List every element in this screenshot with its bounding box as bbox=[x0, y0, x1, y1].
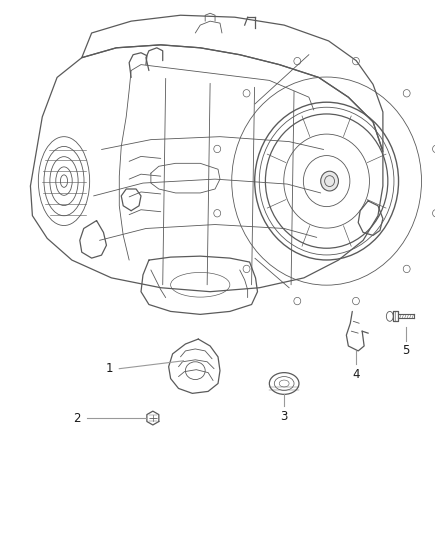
Text: 3: 3 bbox=[280, 409, 288, 423]
Text: 4: 4 bbox=[353, 368, 360, 381]
Text: 5: 5 bbox=[402, 344, 409, 358]
Text: 1: 1 bbox=[106, 362, 113, 375]
Text: 2: 2 bbox=[73, 411, 81, 425]
Ellipse shape bbox=[321, 171, 339, 191]
